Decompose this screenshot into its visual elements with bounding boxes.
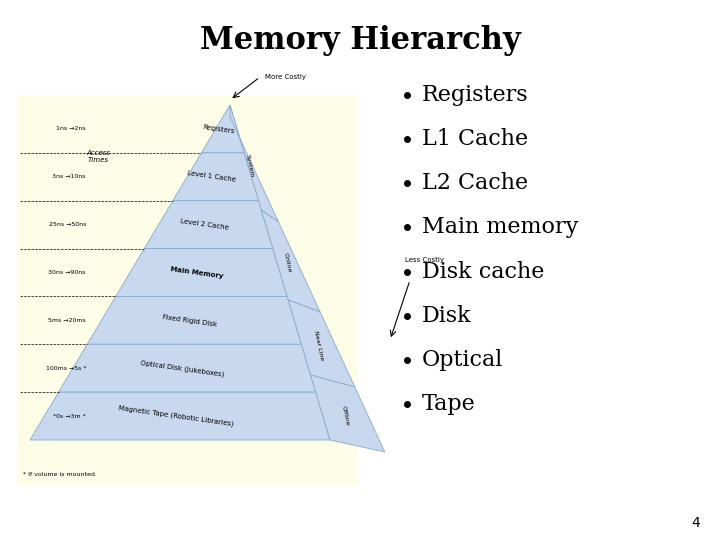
Text: Access
Times: Access Times <box>86 150 110 163</box>
Text: Main memory: Main memory <box>422 217 578 238</box>
Text: Optical Disk (Jukeboxes): Optical Disk (Jukeboxes) <box>140 359 225 377</box>
Polygon shape <box>30 392 330 440</box>
Polygon shape <box>144 201 273 248</box>
Polygon shape <box>230 105 279 222</box>
Text: 3ns →10ns: 3ns →10ns <box>53 174 86 179</box>
Text: Near Line: Near Line <box>313 330 324 361</box>
Text: 30ns →90ns: 30ns →90ns <box>48 270 86 275</box>
Text: Less Costly: Less Costly <box>405 257 444 263</box>
Text: More Costly: More Costly <box>265 74 306 80</box>
Text: Fixed Rigid Disk: Fixed Rigid Disk <box>162 314 217 327</box>
Text: Level 2 Cache: Level 2 Cache <box>179 218 229 231</box>
Text: L2 Cache: L2 Cache <box>422 172 528 194</box>
Text: Tape: Tape <box>422 394 475 415</box>
Text: Disk cache: Disk cache <box>422 261 544 282</box>
Polygon shape <box>310 375 384 452</box>
Text: 1ns →2ns: 1ns →2ns <box>56 126 86 131</box>
Polygon shape <box>173 153 258 201</box>
Text: *0s →3m *: *0s →3m * <box>53 414 86 418</box>
Text: * If volume is mounted.: * If volume is mounted. <box>23 472 97 477</box>
Text: Disk: Disk <box>422 305 472 327</box>
Bar <box>18 95 358 485</box>
Text: 100ms →5s *: 100ms →5s * <box>45 366 86 371</box>
Text: 25ns →50ns: 25ns →50ns <box>49 222 86 227</box>
Polygon shape <box>58 345 315 392</box>
Polygon shape <box>116 248 287 296</box>
Polygon shape <box>261 210 320 312</box>
Text: Registers: Registers <box>422 84 528 105</box>
Text: Optical: Optical <box>422 349 503 371</box>
Text: 4: 4 <box>691 516 700 530</box>
Text: Online: Online <box>282 253 292 273</box>
Polygon shape <box>87 296 302 345</box>
Text: 5ms →20ms: 5ms →20ms <box>48 318 86 323</box>
Text: Offline: Offline <box>341 405 350 426</box>
Text: Memory Hierarchy: Memory Hierarchy <box>199 25 521 56</box>
Text: Level 1 Cache: Level 1 Cache <box>186 171 236 183</box>
Text: L1 Cache: L1 Cache <box>422 128 528 150</box>
Polygon shape <box>288 300 355 387</box>
Text: Magnetic Tape (Robotic Libraries): Magnetic Tape (Robotic Libraries) <box>117 405 233 427</box>
Polygon shape <box>202 105 244 153</box>
Text: System: System <box>245 153 255 178</box>
Text: Main Memory: Main Memory <box>170 266 224 279</box>
Text: Registers: Registers <box>202 124 235 134</box>
